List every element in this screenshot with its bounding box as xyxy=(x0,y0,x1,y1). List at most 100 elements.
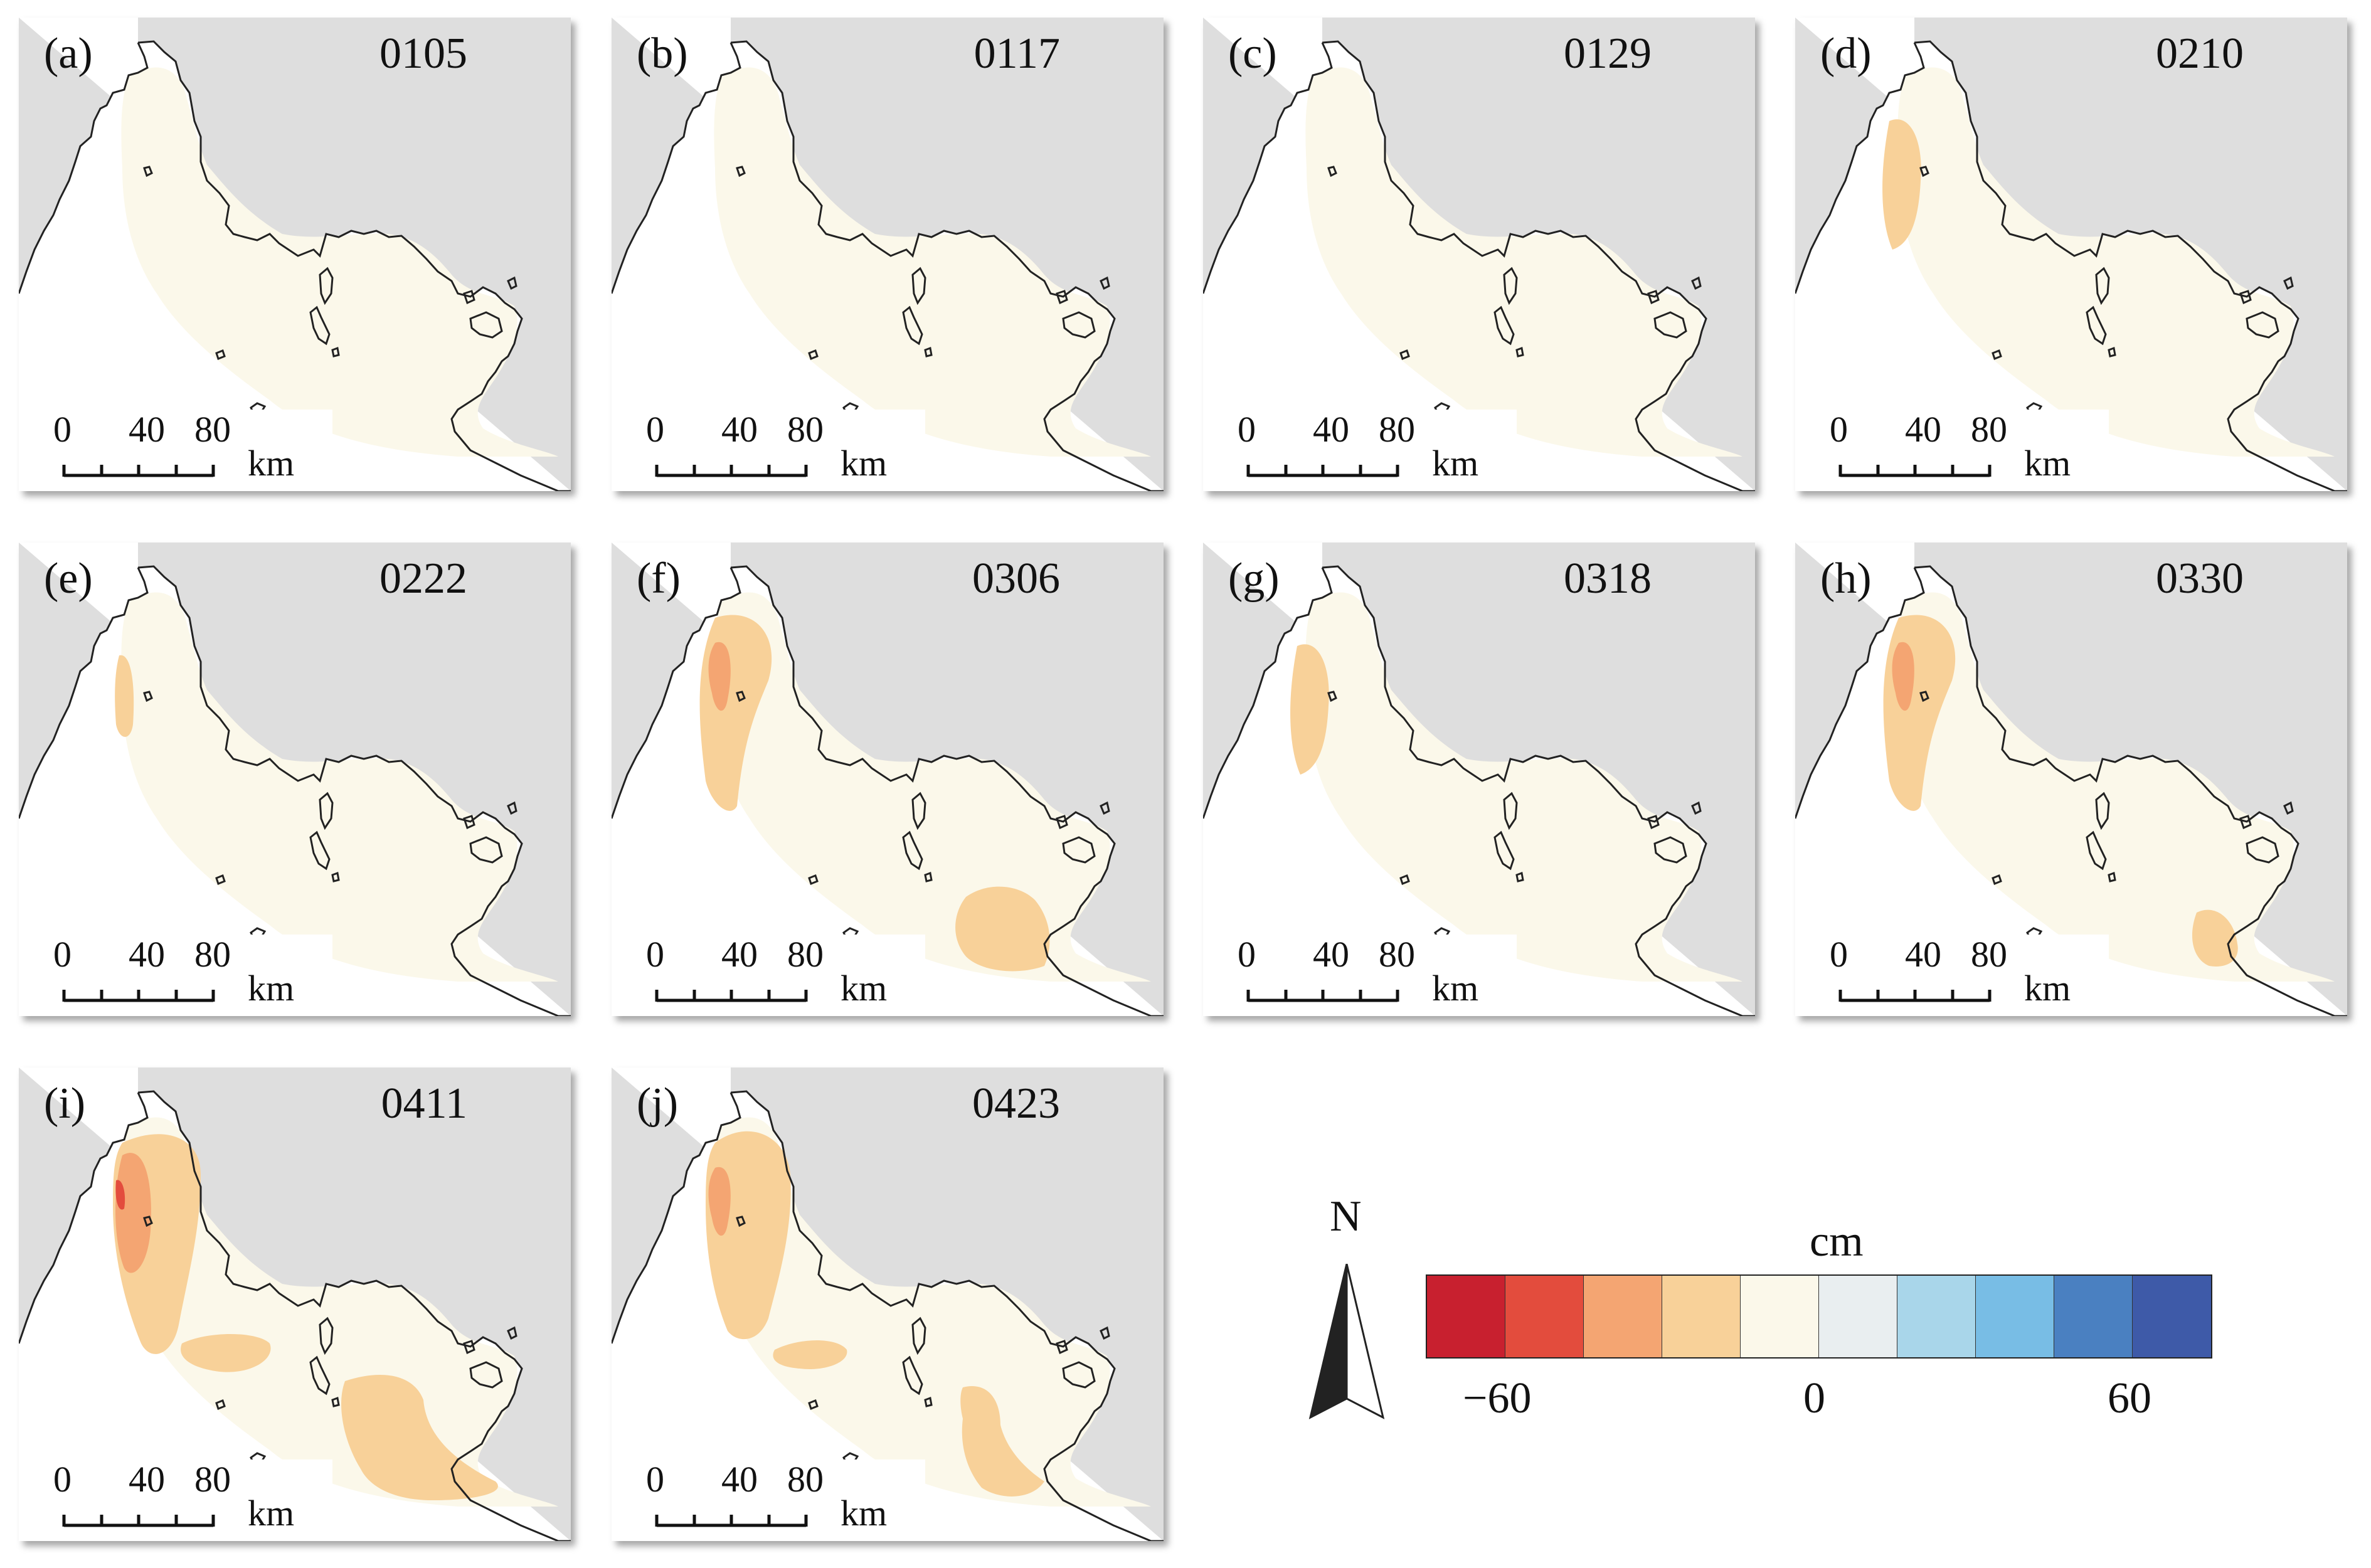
scale-tick-label: 80 xyxy=(194,409,231,450)
panel-label: (d) xyxy=(1820,29,1872,78)
scale-unit: km xyxy=(2024,968,2071,1009)
map-panel-0330: (h) 0330 0 40 80 km xyxy=(1795,543,2347,1016)
island xyxy=(911,267,926,305)
island xyxy=(1691,276,1702,290)
island xyxy=(507,276,517,290)
scale-bar: 0 40 80 km xyxy=(19,409,332,491)
island xyxy=(2246,311,2279,339)
coastline-west xyxy=(1203,42,1333,294)
island xyxy=(1100,1326,1110,1340)
scale-tick-label: 40 xyxy=(721,934,758,975)
scale-tick-label: 80 xyxy=(787,934,824,975)
scale-tick-label: 40 xyxy=(129,409,165,450)
island xyxy=(215,349,226,360)
island xyxy=(143,166,153,177)
island xyxy=(463,815,475,830)
panel-date: 0222 xyxy=(379,554,467,603)
coastline xyxy=(1914,40,2347,491)
map-svg xyxy=(1795,18,2347,491)
panel-date: 0306 xyxy=(972,554,1060,603)
island xyxy=(1992,874,2002,885)
map-panel-0222: (e) 0222 0 40 80 km xyxy=(19,543,571,1016)
island xyxy=(1992,349,2002,360)
island xyxy=(143,691,153,702)
island xyxy=(1056,1340,1068,1355)
island xyxy=(507,1326,517,1340)
scale-bar: 0 40 80 km xyxy=(1795,934,2109,1016)
island xyxy=(1327,691,1337,702)
scale-bar: 0 40 80 km xyxy=(612,409,925,491)
coastline-west xyxy=(19,1092,149,1344)
coastline xyxy=(1322,40,1755,491)
scale-tick-label: 80 xyxy=(194,934,231,975)
island xyxy=(2283,801,2294,815)
coastline xyxy=(137,1090,571,1541)
panel-date: 0117 xyxy=(973,29,1060,78)
colorbar-swatch xyxy=(2133,1276,2211,1357)
map-svg xyxy=(19,1067,571,1541)
colorbar-unit: cm xyxy=(1810,1217,1864,1266)
island xyxy=(1056,815,1068,830)
island xyxy=(1399,349,1410,360)
island xyxy=(1056,290,1068,305)
island xyxy=(911,792,926,830)
island xyxy=(924,871,933,882)
island xyxy=(469,836,503,864)
island xyxy=(2108,346,2116,358)
panel-date: 0318 xyxy=(1564,554,1652,603)
island xyxy=(215,874,226,885)
island xyxy=(924,1396,933,1407)
anomaly-patch xyxy=(773,1340,847,1369)
scale-bar: 0 40 80 km xyxy=(1795,409,2109,491)
island xyxy=(309,1355,331,1396)
scale-tick-label: 40 xyxy=(1313,409,1349,450)
coastline-west xyxy=(1203,567,1333,819)
panel-label: (b) xyxy=(637,29,688,78)
scale-bar: 0 40 80 km xyxy=(19,1459,332,1541)
map-svg xyxy=(1203,543,1755,1016)
scale-bar-line xyxy=(655,1515,808,1527)
island xyxy=(1647,290,1660,305)
coastline-west xyxy=(1795,567,1925,819)
scale-bar-line xyxy=(655,465,808,477)
island xyxy=(2108,871,2116,882)
scale-bar: 0 40 80 km xyxy=(1203,934,1517,1016)
scale-tick-label: 0 xyxy=(53,409,72,450)
scale-tick-label: 0 xyxy=(53,1459,72,1500)
scale-bar: 0 40 80 km xyxy=(612,934,925,1016)
map-svg xyxy=(612,1067,1164,1541)
north-label: N xyxy=(1330,1192,1362,1241)
anomaly-patch xyxy=(708,642,731,711)
colorbar-swatch xyxy=(1662,1276,1741,1357)
anomaly-patch xyxy=(181,1334,271,1372)
scale-tick-label: 0 xyxy=(1830,409,1848,450)
island xyxy=(902,1355,923,1396)
coastline xyxy=(730,40,1164,491)
anomaly-region xyxy=(714,67,1151,457)
map-svg xyxy=(1795,543,2347,1016)
anomaly-region xyxy=(1897,592,2335,982)
anomaly-region xyxy=(121,1117,558,1507)
island xyxy=(1653,836,1687,864)
island xyxy=(1100,276,1110,290)
scale-tick-label: 40 xyxy=(721,409,758,450)
scale-tick-label: 0 xyxy=(1830,934,1848,975)
island xyxy=(1647,815,1660,830)
map-panel-0117: (b) 0117 0 40 80 km xyxy=(612,18,1164,491)
anomaly-patch xyxy=(115,1180,125,1210)
anomaly-region xyxy=(714,592,1151,982)
anomaly-region xyxy=(121,67,558,457)
scale-tick-label: 0 xyxy=(646,409,664,450)
scale-tick-label: 40 xyxy=(129,934,165,975)
island xyxy=(2086,305,2107,346)
island xyxy=(463,1340,475,1355)
scale-unit: km xyxy=(841,1493,888,1534)
island xyxy=(309,830,331,871)
map-panel-0105: (a) 0105 0 40 80 km xyxy=(19,18,571,491)
map-panel-0411: (i) 0411 0 40 80 km xyxy=(19,1067,571,1541)
island xyxy=(215,1399,226,1410)
panel-label: (i) xyxy=(44,1079,86,1128)
map-svg xyxy=(19,543,571,1016)
island xyxy=(507,801,517,815)
island xyxy=(1327,166,1337,177)
